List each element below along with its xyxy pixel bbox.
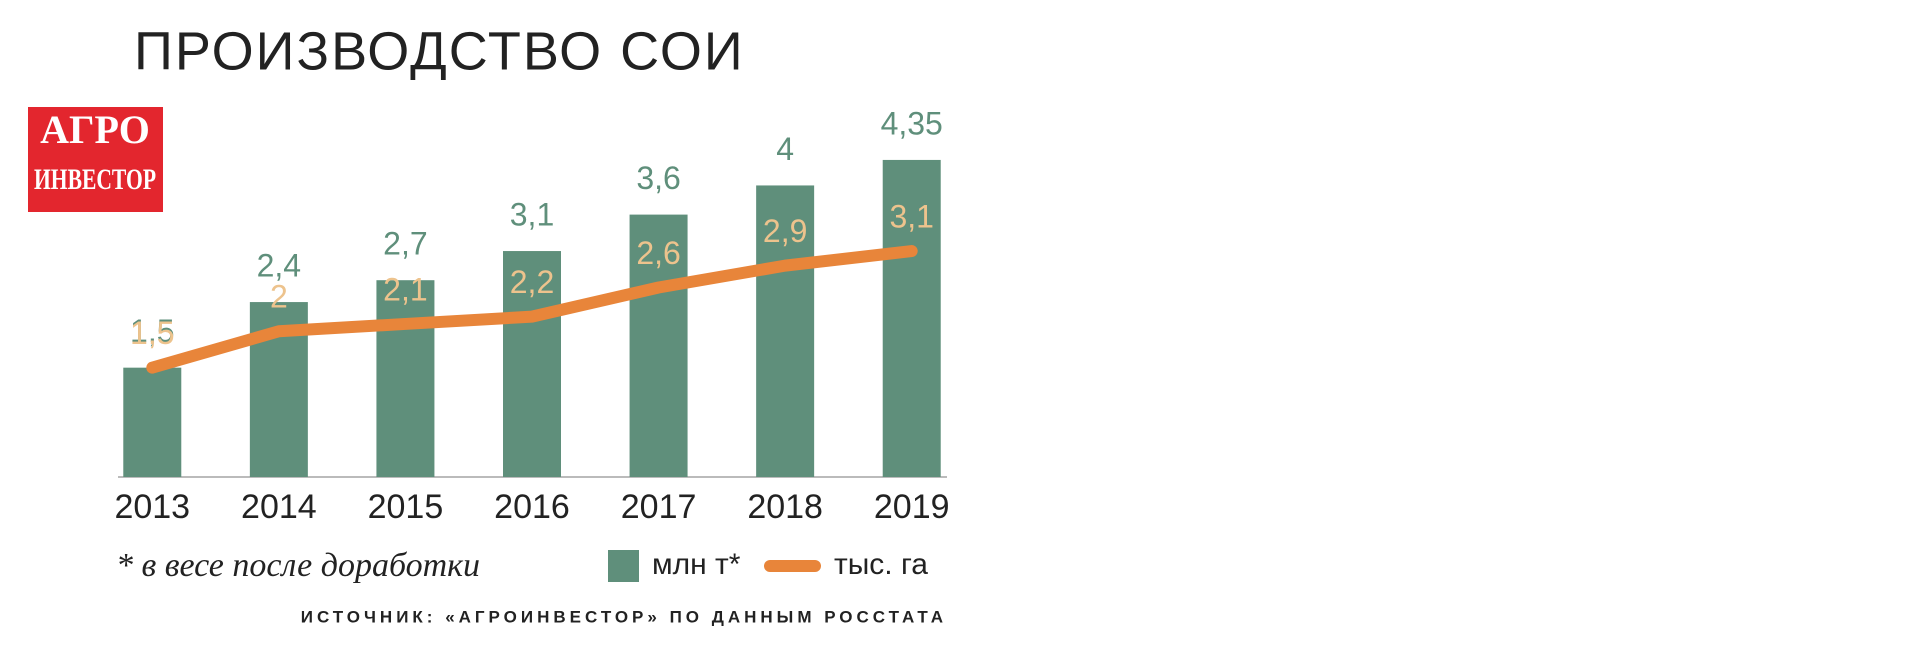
bar-value-label: 4: [776, 131, 794, 167]
logo-box: [28, 107, 163, 212]
bar-value-label: 2,4: [257, 248, 301, 284]
bar-value-label: 4,35: [881, 105, 943, 141]
line-value-label: 2,6: [636, 235, 680, 271]
legend-label: млн т*: [652, 548, 741, 581]
bar-value-label: 2,7: [383, 226, 427, 262]
source: ИСТОЧНИК: «АГРОИНВЕСТОР» ПО ДАННЫМ РОССТ…: [301, 607, 947, 626]
x-tick-label: 2016: [494, 488, 570, 526]
legend-swatch: [608, 550, 639, 582]
line-value-label: 2: [270, 279, 288, 315]
line: [146, 245, 918, 374]
logo-text: АГРО: [40, 107, 150, 152]
bar: [756, 185, 815, 477]
x-tick-label: 2015: [368, 488, 444, 526]
bar-value-label: 3,6: [636, 160, 680, 196]
line-value-label: 1,5: [130, 315, 174, 351]
footnote: * в весе после доработки: [116, 547, 480, 584]
x-tick-label: 2017: [621, 488, 697, 526]
chart-title: ПРОИЗВОДСТВО СОИ: [134, 21, 745, 81]
bar: [503, 251, 561, 477]
x-tick-label: 2018: [747, 488, 823, 526]
line-value-label: 2,9: [763, 213, 807, 249]
bar-value-label: 3,1: [510, 196, 554, 232]
logo-text: ИНВЕСТОР: [34, 163, 156, 196]
bar: [882, 159, 941, 477]
line-value-label: 2,2: [510, 264, 554, 300]
bar: [629, 214, 688, 477]
bar: [376, 280, 435, 477]
line-value-label: 3,1: [889, 198, 933, 234]
x-tick-label: 2019: [874, 488, 950, 526]
x-tick-label: 2013: [114, 488, 190, 526]
x-tick-label: 2014: [241, 488, 317, 526]
line-value-label: 2,1: [383, 271, 427, 307]
bar: [123, 367, 182, 477]
bar-value-label: 1,5: [130, 313, 174, 349]
legend-label: тыс. га: [834, 548, 928, 581]
